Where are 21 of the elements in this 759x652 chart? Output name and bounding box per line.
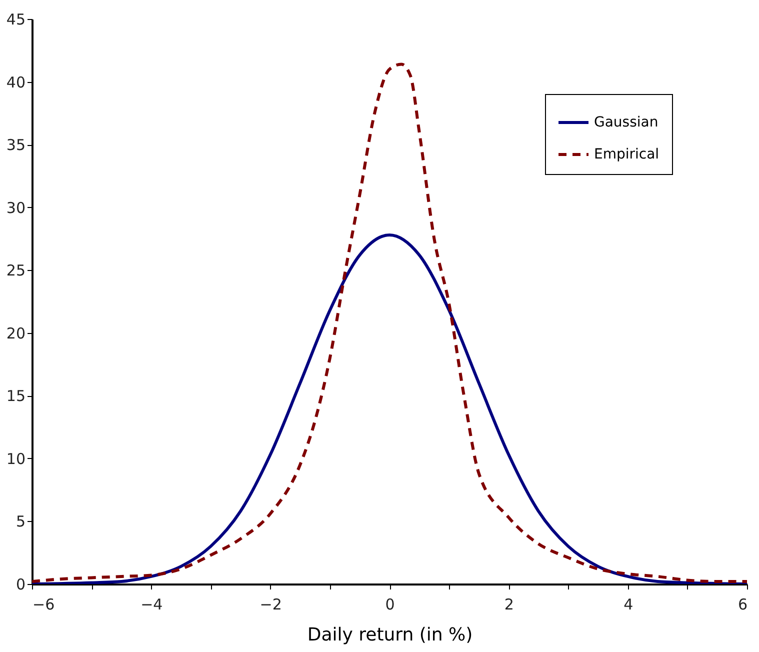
x-tick-label: 0 [385, 596, 395, 614]
y-tick-label: 35 [6, 136, 26, 154]
x-axis-title: Daily return (in %) [307, 624, 473, 646]
y-tick-label: 40 [6, 73, 26, 92]
x-tick-label: 2 [504, 596, 514, 614]
y-tick-label: 15 [6, 387, 26, 406]
x-tick-label: 4 [624, 596, 634, 614]
y-tick-label: 45 [6, 10, 26, 28]
y-tick-label: 10 [6, 450, 26, 468]
legend-label: Empirical [594, 146, 660, 162]
y-tick-label: 20 [6, 324, 26, 342]
x-tick-label: 6 [738, 596, 748, 614]
x-tick-label: −2 [260, 596, 282, 614]
y-tick-label: 0 [16, 576, 26, 594]
line-series [32, 62, 747, 583]
x-tick-label: −4 [140, 596, 163, 614]
legend-label: Gaussian [594, 114, 658, 130]
x-tick-label: −6 [32, 596, 55, 614]
y-tick-label: 30 [6, 198, 26, 217]
y-tick-label: 25 [6, 262, 26, 280]
y-tick-label: 5 [16, 512, 26, 531]
